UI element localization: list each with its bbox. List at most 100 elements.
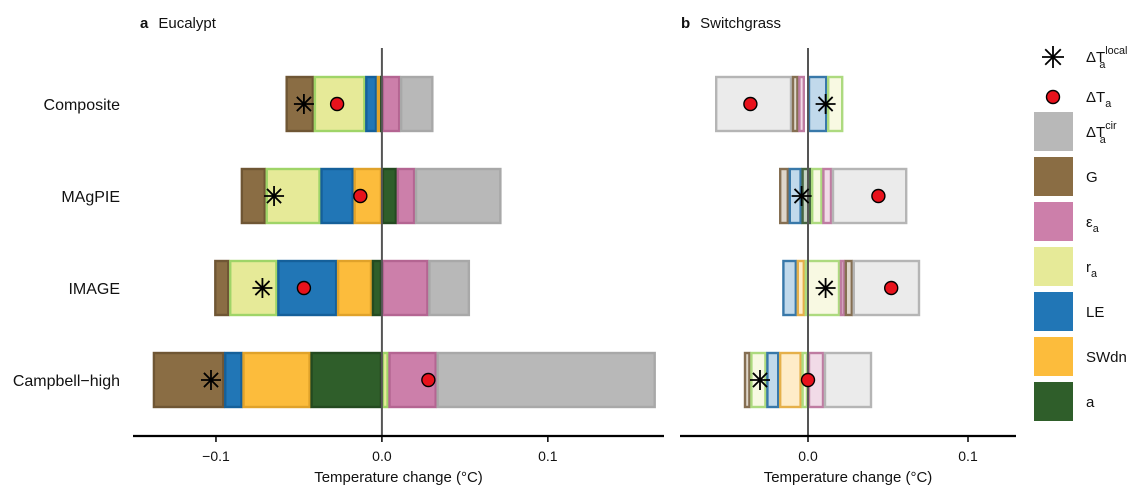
- legend-swatch-label-sub: a: [1091, 268, 1097, 280]
- legend-swatch-label: ra: [1086, 259, 1097, 280]
- bar-row: [782, 259, 921, 317]
- total-marker: [296, 280, 312, 296]
- local-marker: [293, 94, 314, 114]
- bar-segment-LE: [365, 75, 378, 133]
- x-tick-label: 0.0: [798, 448, 818, 464]
- panel-title: b Switchgrass: [681, 15, 781, 32]
- legend-swatch-label-base: a: [1086, 394, 1095, 411]
- x-axis-label: Temperature change (°C): [764, 469, 933, 485]
- bar-segment-LE: [782, 259, 798, 317]
- x-tick-label: −0.1: [202, 448, 230, 464]
- bar-segment-G: [791, 75, 799, 133]
- bar-segment-epsilon_a: [822, 167, 833, 225]
- legend-swatch-label: a: [1086, 394, 1095, 411]
- category-label: Composite: [44, 97, 121, 114]
- bar-segment-G: [779, 167, 790, 225]
- legend-swatch-label-sub: a: [1093, 223, 1099, 235]
- bar-segment-circ: [428, 259, 471, 317]
- bar-segment-G: [844, 259, 853, 317]
- legend-swatch-a: [1034, 382, 1073, 421]
- bar-segment-r_a: [381, 351, 389, 409]
- legend-marker-label-sub: a: [1105, 98, 1111, 110]
- legend-marker-label-sup: local: [1105, 45, 1127, 57]
- legend-marker-label-base: ΔT: [1086, 49, 1105, 66]
- category-label: Campbell−high: [13, 373, 120, 390]
- legend-swatch-SWdn: [1034, 337, 1073, 376]
- bar-segment-epsilon_a: [396, 167, 416, 225]
- bar-segment-epsilon_a: [798, 75, 806, 133]
- category-label: MAgPIE: [61, 189, 120, 206]
- total-marker: [329, 96, 345, 112]
- panel-title-text: Eucalypt: [158, 15, 216, 32]
- bar-segment-SWdn: [796, 259, 805, 317]
- legend-swatch-epsilon_a: [1034, 202, 1073, 241]
- bar-segment-a: [310, 351, 383, 409]
- legend-marker-label: ΔTlocal a: [1086, 45, 1127, 71]
- local-marker: [791, 186, 812, 206]
- bar-segment-SWdn: [779, 351, 802, 409]
- bar-segment-circ: [399, 75, 434, 133]
- bar-segment-epsilon_a: [839, 259, 845, 317]
- legend-swatch-label-sub: a: [1100, 134, 1106, 146]
- local-marker: [264, 186, 285, 206]
- local-marker: [252, 278, 273, 298]
- bar-segment-epsilon_a: [381, 259, 429, 317]
- total-marker: [800, 372, 816, 388]
- panel-title: a Eucalypt: [140, 15, 217, 32]
- panel-letter: a: [140, 15, 149, 32]
- local-marker: [815, 278, 836, 298]
- total-marker: [743, 96, 758, 112]
- total-marker: [871, 188, 886, 204]
- legend-asterisk-icon: [1042, 46, 1064, 68]
- x-tick-label: 0.0: [372, 448, 392, 464]
- legend-marker-label-sub: a: [1099, 59, 1105, 71]
- bar-segment-circ: [823, 351, 873, 409]
- legend-swatch-label: LE: [1086, 304, 1104, 321]
- legend-swatch-label-base: ε: [1086, 214, 1093, 231]
- bar-segment-a: [371, 259, 383, 317]
- bar-segment-circ: [831, 167, 908, 225]
- legend-swatch-label: ΔTcir a: [1086, 120, 1117, 146]
- legend-swatch-G: [1034, 157, 1073, 196]
- local-marker: [200, 370, 221, 390]
- panel-switchgrass: b Switchgrass 0.0 0.1 Temperature change (°C…: [680, 15, 1016, 485]
- legend-swatch-circ: [1034, 112, 1073, 151]
- bar-segment-LE: [224, 351, 243, 409]
- legend-swatch-label-base: r: [1086, 259, 1091, 276]
- panel-letter: b: [681, 15, 690, 32]
- legend-swatch-label-base: ΔT: [1086, 124, 1105, 141]
- panel-title-text: Switchgrass: [700, 15, 781, 32]
- legend-swatch-label: SWdn: [1086, 349, 1127, 366]
- bar-segment-G: [240, 167, 266, 225]
- legend-swatch-label-sup: cir: [1105, 120, 1117, 132]
- legend-swatch-r_a: [1034, 247, 1073, 286]
- panel-eucalypt: a Eucalypt Composite MAgPIE IMAGE Campbell−hi…: [13, 15, 664, 485]
- bar-segment-SWdn: [242, 351, 311, 409]
- local-marker: [750, 370, 770, 390]
- total-marker: [421, 372, 436, 388]
- legend-swatch-label-base: G: [1086, 169, 1098, 186]
- bar-segment-circ: [436, 351, 656, 409]
- total-marker: [353, 188, 368, 204]
- bar-segment-circ: [414, 167, 502, 225]
- legend-swatch-label: G: [1086, 169, 1098, 186]
- local-marker: [815, 94, 836, 114]
- legend-swatch-label-base: LE: [1086, 304, 1104, 321]
- x-axis-label: Temperature change (°C): [314, 469, 483, 485]
- legend-marker-label: ΔTa: [1086, 89, 1111, 110]
- category-label: IMAGE: [68, 281, 120, 298]
- x-tick-label: 0.1: [958, 448, 978, 464]
- bar-row: [715, 75, 844, 133]
- bar-segment-G: [743, 351, 751, 409]
- bar-segment-G: [214, 259, 230, 317]
- total-marker: [884, 280, 899, 296]
- bar-segment-epsilon_a: [381, 75, 401, 133]
- bar-segment-SWdn: [376, 75, 381, 133]
- bar-row: [152, 351, 656, 409]
- bar-segment-LE: [320, 167, 354, 225]
- legend-swatch-label-base: SWdn: [1086, 349, 1127, 366]
- bar-segment-SWdn: [336, 259, 373, 317]
- legend-swatch-label: εa: [1086, 214, 1099, 235]
